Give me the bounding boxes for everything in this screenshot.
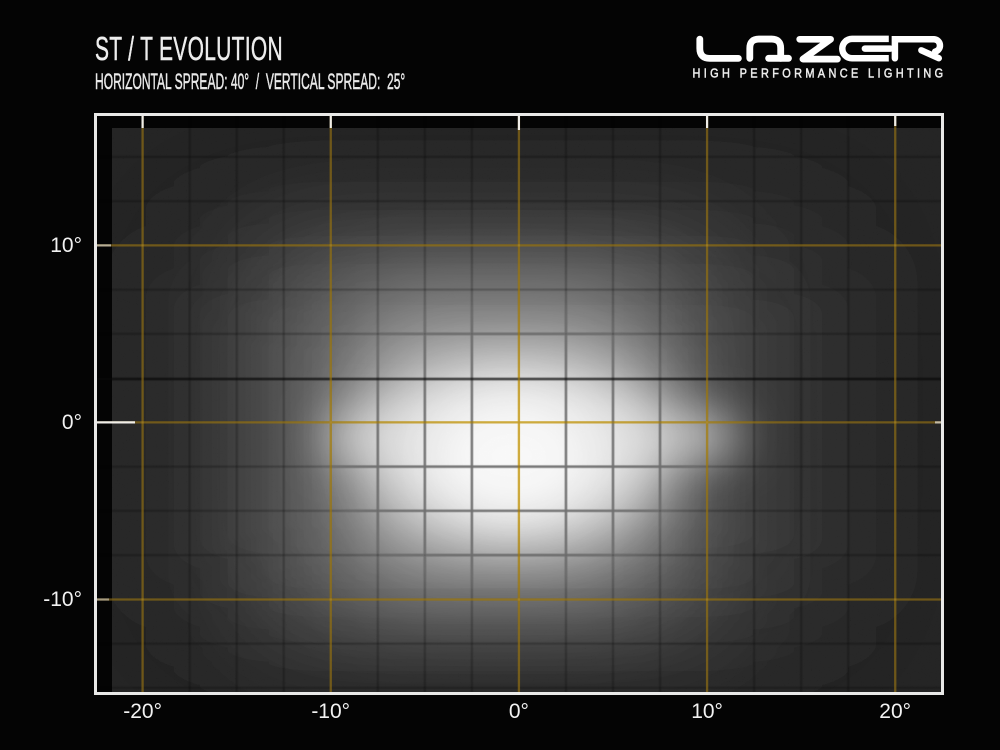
svg-text:HIGH PERFORMANCE LIGHTING: HIGH PERFORMANCE LIGHTING <box>693 66 947 81</box>
